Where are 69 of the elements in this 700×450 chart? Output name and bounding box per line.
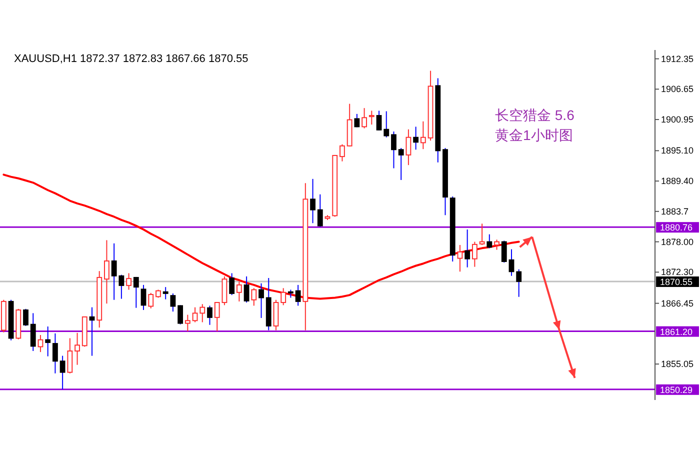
ref-line-label: 1850.29 — [660, 384, 693, 395]
candlestick — [406, 128, 412, 166]
candlestick — [222, 276, 228, 306]
candlestick — [251, 288, 257, 306]
candlestick — [516, 268, 522, 298]
candlestick — [148, 292, 154, 309]
y-tick-label: 1889.40 — [661, 176, 694, 186]
candlestick — [162, 286, 168, 300]
candlestick — [494, 239, 500, 250]
candlestick — [273, 299, 279, 331]
candlestick — [89, 306, 95, 356]
candlestick — [280, 288, 286, 306]
candlestick — [178, 304, 184, 325]
candlestick — [74, 332, 80, 366]
candlestick — [258, 282, 264, 318]
candlestick — [310, 178, 316, 224]
y-tick-label: 1872.30 — [661, 267, 694, 278]
y-tick-label: 1883.7 — [661, 206, 689, 216]
candlestick — [398, 148, 404, 180]
candlestick — [229, 272, 235, 296]
candlestick — [317, 194, 323, 228]
candlestick — [140, 284, 146, 310]
y-tick-label: 1895.10 — [661, 146, 694, 156]
candlestick — [501, 240, 507, 264]
annotation: 黄金1小时图 — [495, 127, 573, 143]
candlestick — [45, 326, 51, 357]
ref-line-label: 1861.20 — [660, 326, 693, 337]
candlestick — [30, 312, 36, 352]
candlestick — [23, 308, 28, 326]
candlestick — [391, 131, 396, 169]
candlestick — [192, 306, 198, 323]
candlestick — [479, 223, 485, 246]
candlestick — [340, 144, 345, 162]
candlestick — [464, 229, 470, 268]
candlestick — [200, 304, 206, 323]
candlestick — [368, 110, 374, 126]
candlestick — [413, 126, 419, 150]
candlestick — [376, 110, 382, 131]
y-tick-label: 1900.95 — [661, 114, 694, 125]
candlestick — [508, 248, 514, 276]
y-tick-label: 1912.35 — [661, 54, 694, 64]
candlestick — [420, 120, 426, 150]
y-tick-label: 1878.00 — [661, 236, 694, 247]
candlestick — [207, 305, 212, 326]
candlestick — [133, 276, 139, 308]
candlestick — [67, 338, 73, 374]
annotation: 长空猎金 5.6 — [495, 107, 575, 123]
candlestick — [104, 240, 110, 304]
candlestick — [184, 314, 190, 332]
candlestick — [214, 301, 220, 332]
candlestick — [384, 110, 390, 138]
chart-title: XAUUSD,H1 1872.37 1872.83 1867.66 1870.55 — [14, 53, 248, 65]
y-tick-label: 1866.45 — [661, 298, 694, 308]
candlestick — [236, 281, 242, 302]
candlestick — [170, 292, 176, 312]
y-tick-label: 1855.05 — [661, 359, 694, 370]
candlestick — [472, 241, 478, 268]
candlestick — [244, 276, 250, 304]
candlestick — [362, 108, 368, 129]
ref-line-label: 1880.76 — [660, 222, 693, 233]
candlestick — [126, 272, 132, 290]
ref-line-label: 1870.55 — [660, 276, 693, 287]
candlestick — [354, 113, 360, 128]
candlestick — [457, 244, 463, 272]
candlestick — [60, 355, 66, 390]
y-tick-label: 1906.65 — [661, 84, 694, 94]
candlestick — [52, 332, 58, 374]
candlestick — [295, 284, 301, 306]
candlestick — [486, 234, 492, 249]
